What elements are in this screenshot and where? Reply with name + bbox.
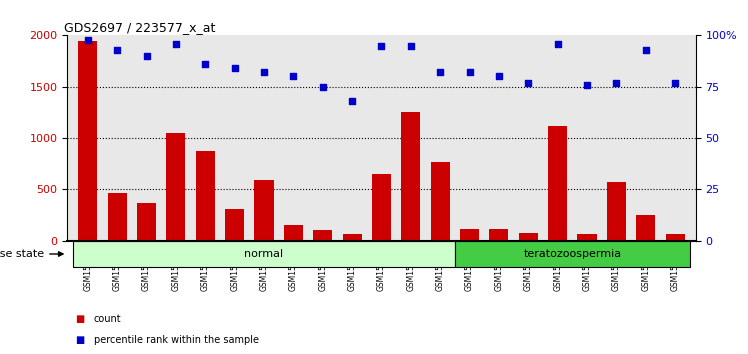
Bar	[519, 233, 538, 241]
Bar	[577, 234, 597, 241]
Point	[316, 84, 328, 90]
Point	[141, 53, 153, 59]
Bar	[431, 162, 450, 241]
Point	[82, 37, 94, 42]
Text: teratozoospermia: teratozoospermia	[524, 249, 622, 259]
Point	[199, 61, 211, 67]
Bar	[460, 229, 479, 241]
Bar	[455, 241, 690, 267]
Bar	[225, 210, 244, 241]
Point	[170, 41, 182, 46]
Bar	[637, 215, 655, 241]
Point	[464, 69, 476, 75]
Bar	[108, 194, 126, 241]
Point	[581, 82, 593, 87]
Bar	[313, 230, 332, 241]
Bar	[548, 126, 567, 241]
Point	[287, 74, 299, 79]
Text: disease state: disease state	[0, 249, 63, 259]
Bar	[343, 234, 362, 241]
Bar	[196, 152, 215, 241]
Text: ■: ■	[75, 335, 84, 345]
Bar	[283, 225, 303, 241]
Text: ■: ■	[75, 314, 84, 324]
Text: percentile rank within the sample: percentile rank within the sample	[94, 335, 259, 345]
Bar	[254, 180, 274, 241]
Point	[640, 47, 652, 53]
Bar	[607, 182, 626, 241]
Point	[610, 80, 622, 85]
Bar	[166, 133, 186, 241]
Point	[435, 69, 447, 75]
Text: count: count	[94, 314, 121, 324]
Point	[229, 65, 241, 71]
Point	[258, 69, 270, 75]
Bar	[137, 203, 156, 241]
Text: GDS2697 / 223577_x_at: GDS2697 / 223577_x_at	[64, 21, 215, 34]
Bar	[79, 41, 97, 241]
Point	[346, 98, 358, 104]
Bar	[73, 241, 455, 267]
Point	[405, 43, 417, 48]
Point	[111, 47, 123, 53]
Bar	[401, 113, 420, 241]
Bar	[372, 174, 391, 241]
Bar	[489, 229, 509, 241]
Point	[375, 43, 387, 48]
Bar	[666, 234, 684, 241]
Point	[552, 41, 564, 46]
Point	[522, 80, 534, 85]
Point	[493, 74, 505, 79]
Text: normal: normal	[245, 249, 283, 259]
Point	[669, 80, 681, 85]
